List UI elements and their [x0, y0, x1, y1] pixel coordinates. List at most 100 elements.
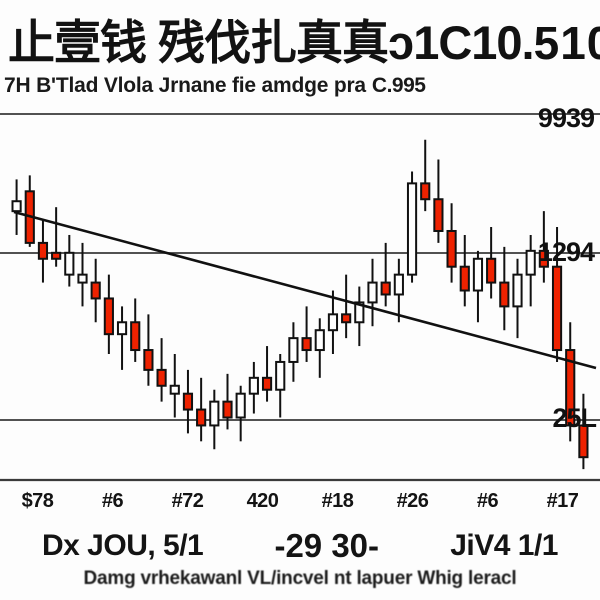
candle-body-down: [538, 249, 549, 268]
candle-body-up: [327, 313, 339, 332]
candle-body-down: [341, 313, 352, 324]
candle-body-down: [182, 392, 194, 411]
candle-body-down: [565, 349, 576, 427]
candle-body-up: [77, 273, 88, 284]
subtitle-row: 7H B'Tlad Vlola Jrnane fie amdge pra C.9…: [4, 72, 600, 100]
candle-body-up: [354, 301, 365, 324]
candle-body-down: [222, 400, 233, 419]
candle-32: [433, 159, 444, 243]
candle-body-down: [143, 349, 154, 371]
candle-42: [565, 322, 576, 442]
candle-37: [499, 246, 510, 331]
candle-body-down: [37, 241, 49, 260]
candle-29: [393, 258, 404, 323]
candle-body-up: [116, 321, 128, 336]
candle-10: [143, 314, 154, 386]
candle-17: [235, 385, 246, 442]
candle-body-up: [288, 337, 299, 363]
candle-36: [486, 227, 497, 299]
candle-body-up: [525, 249, 536, 276]
candle-20: [275, 354, 286, 418]
candle-27: [367, 258, 378, 327]
candle-body-down: [486, 257, 497, 284]
candle-body-down: [446, 229, 457, 268]
candle-body-up: [314, 329, 325, 352]
candle-3: [51, 207, 62, 267]
price-label-low: 25L: [552, 403, 597, 433]
x-tick-4: #18: [321, 489, 354, 512]
candle-33: [446, 203, 457, 283]
candle-38: [512, 258, 523, 339]
candle-9: [130, 298, 141, 362]
candle-40: [538, 211, 549, 283]
candle-body-down: [420, 182, 431, 201]
candle-body-down: [196, 408, 207, 427]
candle-body-down: [156, 368, 167, 387]
x-tick-3: 420: [246, 489, 279, 512]
footer-center: -29 30-: [274, 527, 380, 564]
price-label-mid: 1294: [537, 237, 595, 267]
candle-body-up: [64, 251, 75, 276]
title-value-badge: 510: [533, 17, 600, 69]
page-subtitle: 7H B'Tlad Vlola Jrnane fie amdge pra: [4, 74, 366, 97]
candle-body-down: [551, 265, 563, 352]
candle-16: [222, 373, 233, 430]
x-tick-7: #17: [546, 489, 579, 512]
candle-30: [406, 171, 418, 283]
candle-body-down: [130, 321, 141, 352]
candle-18: [248, 361, 259, 414]
candle-35: [472, 250, 484, 323]
x-tick-1: #6: [101, 489, 124, 512]
candle-24: [327, 290, 339, 355]
candle-1: [24, 175, 35, 247]
candle-0: [11, 179, 22, 235]
candle-12: [169, 354, 180, 418]
candle-body-up: [367, 281, 378, 304]
candles-group: [11, 139, 589, 470]
x-tick-0: $78: [21, 489, 54, 512]
candle-41: [551, 227, 563, 362]
candle-body-down: [261, 376, 273, 391]
candle-43: [578, 393, 589, 470]
footer-left: Dx JOU, 5/1: [42, 529, 204, 562]
candle-25: [341, 274, 352, 339]
candle-body-down: [459, 265, 470, 292]
trendlines-group: [13, 210, 597, 370]
candle-body-up: [209, 400, 220, 427]
gridlines-group: [0, 113, 600, 482]
candle-6: [90, 258, 101, 323]
candle-5: [77, 242, 88, 307]
candle-body-down: [90, 281, 101, 300]
footer-caption: Damg vrhekawanl VL/incvel nt lapuer Whig…: [83, 568, 517, 589]
candle-body-up: [275, 360, 286, 391]
candlestick-plot[interactable]: [0, 100, 600, 485]
candle-body-up: [512, 273, 523, 308]
candle-13: [182, 369, 194, 434]
candle-2: [37, 219, 49, 283]
subtitle-tag: C.995: [371, 74, 426, 97]
candle-19: [261, 346, 273, 402]
candle-31: [420, 139, 431, 212]
candle-8: [116, 306, 128, 370]
candle-21: [288, 322, 299, 382]
candle-26: [354, 286, 365, 347]
candle-22: [301, 306, 312, 362]
footer-right: JiV4 1/1: [450, 529, 558, 562]
candle-4: [64, 234, 75, 287]
page-title: 止壹钱 残伐扎真真ɔ1C10.: [8, 16, 535, 69]
candle-body-up: [248, 376, 259, 395]
candle-body-up: [235, 392, 246, 419]
x-tick-6: #6: [476, 489, 499, 512]
price-label-top: 9939: [537, 103, 595, 133]
candle-28: [380, 242, 391, 307]
candle-body-up: [393, 273, 404, 296]
candle-body-down: [578, 424, 589, 459]
candle-body-down: [51, 251, 62, 260]
x-tick-5: #26: [396, 489, 429, 512]
candle-body-up: [11, 200, 22, 213]
candle-14: [196, 377, 207, 442]
plot-svg: [0, 113, 600, 482]
x-tick-2: #72: [171, 489, 204, 512]
candle-body-up: [406, 182, 418, 276]
candle-body-down: [380, 281, 391, 296]
